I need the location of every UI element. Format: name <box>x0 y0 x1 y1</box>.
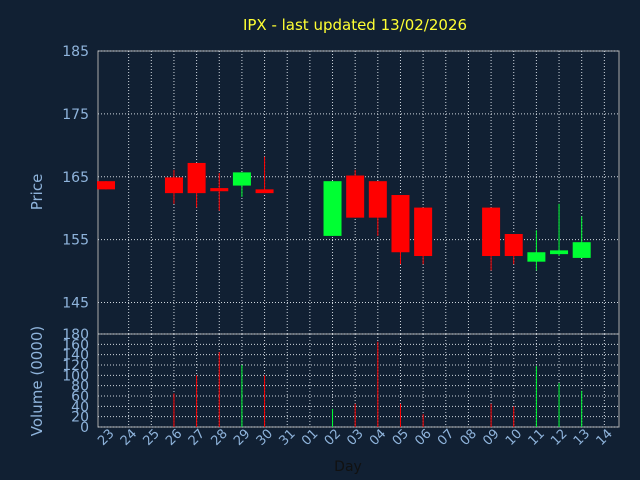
volume-plot-frame <box>97 333 620 428</box>
volume-tick-label: 100 <box>62 368 89 384</box>
volume-tick-label: 180 <box>62 327 89 343</box>
candle-body <box>232 172 251 186</box>
price-tick-label: 185 <box>62 44 89 60</box>
volume-bar-series <box>173 341 583 427</box>
candle-body <box>323 181 342 236</box>
x-axis-label: Day <box>334 459 362 475</box>
volume-tick-label: 80 <box>71 379 89 395</box>
price-tick-label: 155 <box>62 233 89 249</box>
candle-body <box>504 234 523 257</box>
price-tick-label: 165 <box>62 170 89 186</box>
candle-body <box>391 195 410 253</box>
price-tick-label: 145 <box>62 296 89 312</box>
candle-body <box>572 242 591 258</box>
candle-body <box>164 177 183 194</box>
price-axis-label: Price <box>28 174 46 211</box>
volume-tick-label: 160 <box>62 337 89 353</box>
candle-body <box>210 188 229 192</box>
volume-tick-label: 140 <box>62 348 89 364</box>
volume-tick-label: 20 <box>71 410 89 426</box>
candlestick-series <box>97 156 591 271</box>
volume-tick-label: 0 <box>80 420 89 436</box>
volume-tick-label: 120 <box>62 358 89 374</box>
price-tick-labels: 145 155 165 175 185 <box>62 44 89 312</box>
candle-body <box>527 252 546 262</box>
price-tick-label: 175 <box>62 107 89 123</box>
chart-title: IPX - last updated 13/02/2026 <box>243 16 467 34</box>
candle-body <box>368 181 387 218</box>
volume-tick-label: 60 <box>71 389 89 405</box>
candle-body <box>414 207 433 257</box>
candle-body <box>346 175 365 218</box>
candle-body <box>550 250 569 255</box>
volume-axis-label: Volume (0000) <box>28 326 46 436</box>
volume-tick-label: 40 <box>71 399 89 415</box>
candle-body <box>97 181 115 190</box>
candle-body <box>187 162 206 194</box>
candle-body <box>255 189 274 194</box>
candle-body <box>482 207 501 257</box>
day-tick-labels: 23 24 25 26 27 28 29 30 31 01 02 03 04 05 06 07 08 09 10 11… <box>95 427 616 449</box>
